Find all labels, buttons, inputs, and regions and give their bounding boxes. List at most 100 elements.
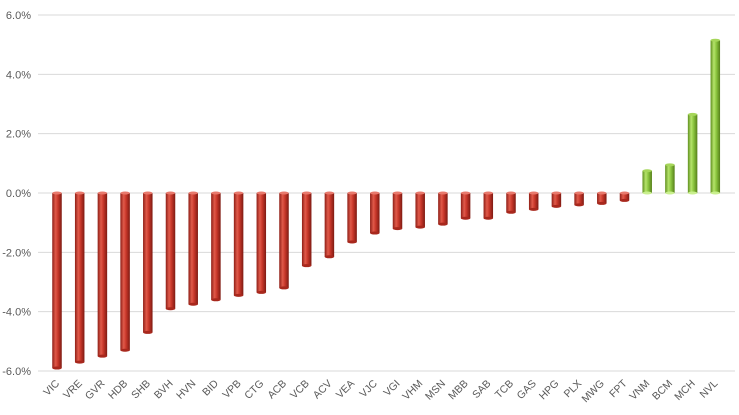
bar-body <box>301 193 312 266</box>
x-tick-label: VPB <box>220 378 243 401</box>
bar-body <box>233 193 244 296</box>
x-tick-label: ACB <box>265 378 289 402</box>
bar-msn <box>438 191 448 226</box>
bar-sab <box>483 191 494 220</box>
bar-body <box>665 164 675 193</box>
y-tick-label: -4.0% <box>2 307 31 319</box>
x-tick-label: VGI <box>381 378 402 399</box>
bar-hdb <box>120 191 130 352</box>
x-tick-label: TCB <box>493 378 516 401</box>
bar-base-cap <box>665 191 675 195</box>
bar-end-cap <box>506 210 516 214</box>
bar-end-cap <box>438 222 448 226</box>
x-tick-label: HDB <box>106 378 130 402</box>
bar-base-cap <box>438 191 448 195</box>
bar-base-cap <box>619 191 630 195</box>
bar-end-cap <box>143 330 153 334</box>
bar-end-cap <box>256 290 267 294</box>
bar-vpb <box>233 191 244 297</box>
bar-body <box>74 193 85 363</box>
x-tick-label: VNM <box>627 378 652 403</box>
bar-body <box>324 193 335 257</box>
x-tick-label: VRE <box>61 378 85 402</box>
bar-body <box>97 193 108 357</box>
x-tick-label: VIC <box>41 377 62 398</box>
bar-gas <box>528 191 539 211</box>
bar-body <box>460 193 471 219</box>
bar-ctg <box>256 191 267 294</box>
bar-body <box>574 193 584 205</box>
bar-base-cap <box>687 191 698 195</box>
bar-vnm <box>642 169 652 195</box>
bar-base-cap <box>233 191 244 195</box>
x-tick-label: SHB <box>129 378 153 402</box>
bar-base-cap <box>143 191 153 195</box>
bar-body <box>52 193 62 369</box>
bar-end-cap <box>211 298 221 302</box>
x-tick-label: VEA <box>334 378 357 401</box>
x-tick-label: MBB <box>446 378 471 403</box>
bar-body <box>642 170 652 193</box>
bar-base-cap <box>460 191 471 195</box>
bar-base-cap <box>642 191 652 195</box>
bar-end-cap <box>97 354 108 358</box>
x-tick-label: MSN <box>423 378 448 403</box>
x-tick-label: VCB <box>288 378 312 402</box>
bar-body <box>528 193 539 210</box>
bar-body <box>165 193 176 309</box>
gridlines <box>38 14 735 372</box>
bar-end-cap <box>74 360 85 364</box>
y-tick-label: 2.0% <box>6 129 31 141</box>
bar-body <box>506 193 516 213</box>
bar-base-cap <box>211 191 221 195</box>
bar-body <box>687 114 698 193</box>
bar-end-cap <box>710 38 721 42</box>
bar-end-cap <box>301 264 312 268</box>
x-tick-label: GVR <box>83 377 108 402</box>
bar-end-cap <box>347 240 357 244</box>
bar-plx <box>574 191 584 207</box>
bar-base-cap <box>301 191 312 195</box>
bars <box>52 38 721 370</box>
bar-body <box>710 40 721 193</box>
bar-base-cap <box>74 191 85 195</box>
bar-base-cap <box>483 191 494 195</box>
y-axis-tick-labels: -6.0% -4.0% -2.0% 0.0% 2.0% 4.0% 6.0% <box>2 10 31 378</box>
bar-end-cap <box>188 302 198 306</box>
bar-end-cap <box>120 348 130 352</box>
bar-base-cap <box>188 191 198 195</box>
bar-end-cap <box>597 201 607 205</box>
x-tick-label: BID <box>200 377 221 398</box>
bar-vjc <box>370 191 380 235</box>
bar-vgi <box>392 191 403 231</box>
bar-vhm <box>415 191 425 229</box>
bar-base-cap <box>528 191 539 195</box>
bar-mch <box>687 112 698 195</box>
bar-body <box>483 193 494 219</box>
x-tick-label: SAB <box>470 378 493 401</box>
bar-end-cap <box>528 207 539 211</box>
bar-body <box>279 193 289 288</box>
bar-end-cap <box>665 163 675 167</box>
bar-end-cap <box>233 293 244 297</box>
bar-body <box>211 193 221 300</box>
bar-vic <box>52 191 62 370</box>
bar-body <box>597 193 607 204</box>
bar-body <box>438 193 448 225</box>
bar-body <box>188 193 198 305</box>
bar-acb <box>279 191 289 290</box>
bar-tcb <box>506 191 516 214</box>
bar-bcm <box>665 163 675 195</box>
bar-base-cap <box>256 191 267 195</box>
y-tick-label: 4.0% <box>6 69 31 81</box>
bar-body <box>347 193 357 242</box>
y-tick-label: -6.0% <box>2 366 31 378</box>
y-tick-label: -2.0% <box>2 247 31 259</box>
bar-end-cap <box>619 198 630 202</box>
bar-base-cap <box>551 191 562 195</box>
bar-body <box>120 193 130 351</box>
bar-vea <box>347 191 357 244</box>
bar-end-cap <box>642 169 652 173</box>
bar-nvl <box>710 38 721 195</box>
